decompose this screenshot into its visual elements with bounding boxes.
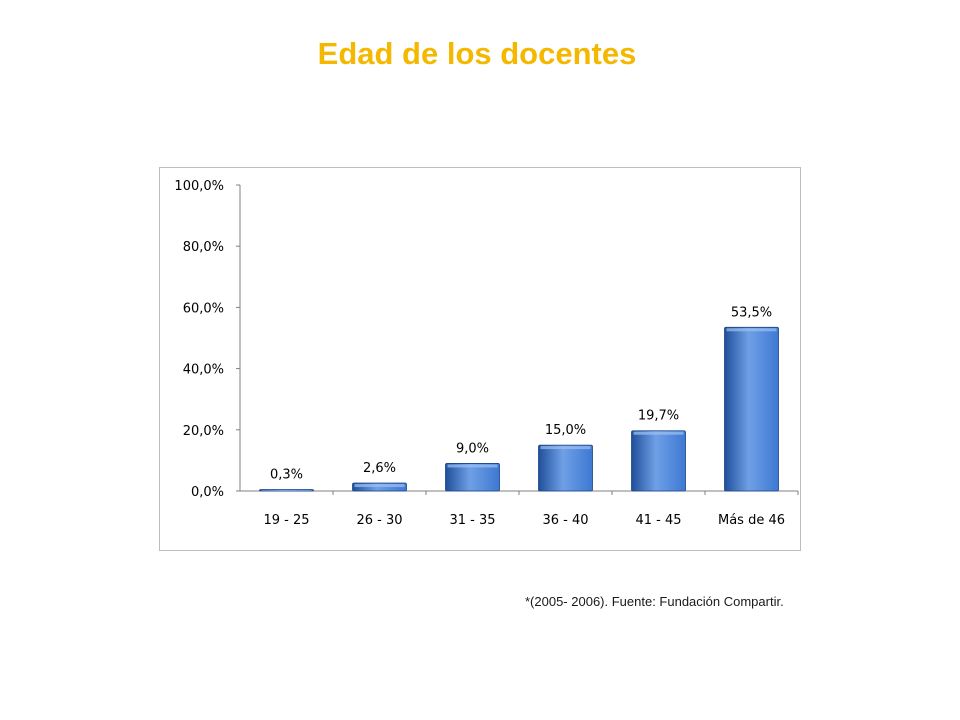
x-axis: 19 - 25 26 - 30 31 - 35 36 - 40 41 - 45 Más d… bbox=[240, 490, 799, 528]
page-title: Edad de los docentes bbox=[317, 36, 637, 71]
bar-highlight bbox=[726, 328, 777, 332]
value-labels: 0,3% 2,6% 9,0% 15,0% 19,7% 53,5% bbox=[270, 305, 772, 482]
bar-highlight bbox=[540, 446, 591, 450]
y-axis: 0,0% 20,0% 40,0% 60,0% 80,0% 100,0% bbox=[174, 179, 241, 500]
y-tick-label: 40,0% bbox=[183, 363, 224, 378]
x-tick-label: 36 - 40 bbox=[542, 513, 588, 528]
data-label: 15,0% bbox=[545, 423, 586, 438]
y-tick-label: 0,0% bbox=[191, 485, 224, 500]
bar-highlight bbox=[261, 490, 312, 491]
y-tick-label: 60,0% bbox=[183, 301, 224, 316]
source-note: *(2005- 2006). Fuente: Fundación Compart… bbox=[525, 594, 784, 609]
bar-highlight bbox=[447, 464, 498, 468]
chart-frame: 0,0% 20,0% 40,0% 60,0% 80,0% 100,0% 19 - 25 26… bbox=[159, 167, 801, 551]
data-label: 9,0% bbox=[456, 441, 489, 456]
bar bbox=[445, 463, 500, 492]
data-label: 19,7% bbox=[638, 409, 679, 424]
data-label: 2,6% bbox=[363, 461, 396, 476]
x-tick-label: Más de 46 bbox=[718, 513, 785, 528]
y-tick-label: 80,0% bbox=[183, 240, 224, 255]
x-tick-label: 41 - 45 bbox=[635, 513, 681, 528]
data-label: 0,3% bbox=[270, 468, 303, 483]
bar bbox=[724, 326, 779, 492]
bar-highlight bbox=[633, 431, 684, 435]
bar bbox=[538, 444, 593, 492]
bar-chart: 0,0% 20,0% 40,0% 60,0% 80,0% 100,0% 19 - 25 26… bbox=[174, 179, 799, 528]
bar-highlight bbox=[354, 484, 405, 488]
y-tick-label: 20,0% bbox=[183, 424, 224, 439]
bar bbox=[631, 430, 686, 492]
data-label: 53,5% bbox=[731, 305, 772, 320]
x-tick-label: 26 - 30 bbox=[356, 513, 402, 528]
x-tick-label: 31 - 35 bbox=[449, 513, 495, 528]
bars bbox=[259, 326, 779, 492]
x-tick-label: 19 - 25 bbox=[263, 513, 309, 528]
y-tick-label: 100,0% bbox=[174, 179, 224, 194]
